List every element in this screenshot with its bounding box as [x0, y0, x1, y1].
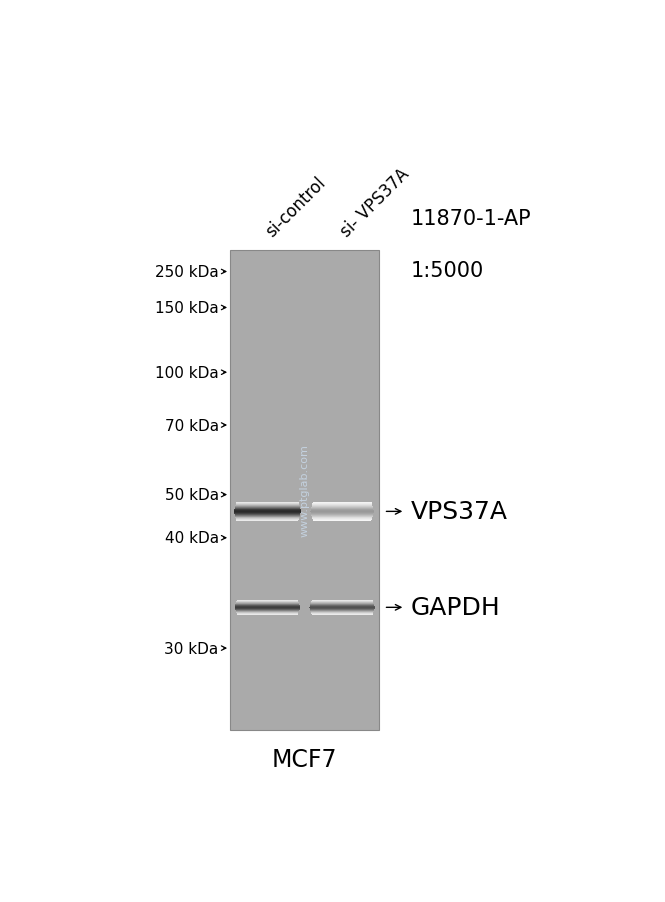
Text: www.ptglab.com: www.ptglab.com [300, 444, 310, 537]
Text: 250 kDa: 250 kDa [155, 264, 219, 280]
Text: 50 kDa: 50 kDa [164, 488, 219, 502]
Text: 1:5000: 1:5000 [410, 261, 483, 281]
Text: 70 kDa: 70 kDa [164, 418, 219, 433]
Text: VPS37A: VPS37A [410, 500, 507, 524]
Bar [230, 251, 380, 730]
Text: si-control: si-control [262, 173, 329, 240]
Text: 150 kDa: 150 kDa [155, 300, 219, 316]
Text: 100 kDa: 100 kDa [155, 365, 219, 381]
Text: MCF7: MCF7 [272, 747, 337, 771]
Text: GAPDH: GAPDH [410, 595, 500, 620]
Text: 40 kDa: 40 kDa [164, 530, 219, 546]
Text: si- VPS37A: si- VPS37A [337, 165, 412, 240]
Text: 30 kDa: 30 kDa [164, 641, 219, 656]
Text: 11870-1-AP: 11870-1-AP [410, 209, 531, 229]
